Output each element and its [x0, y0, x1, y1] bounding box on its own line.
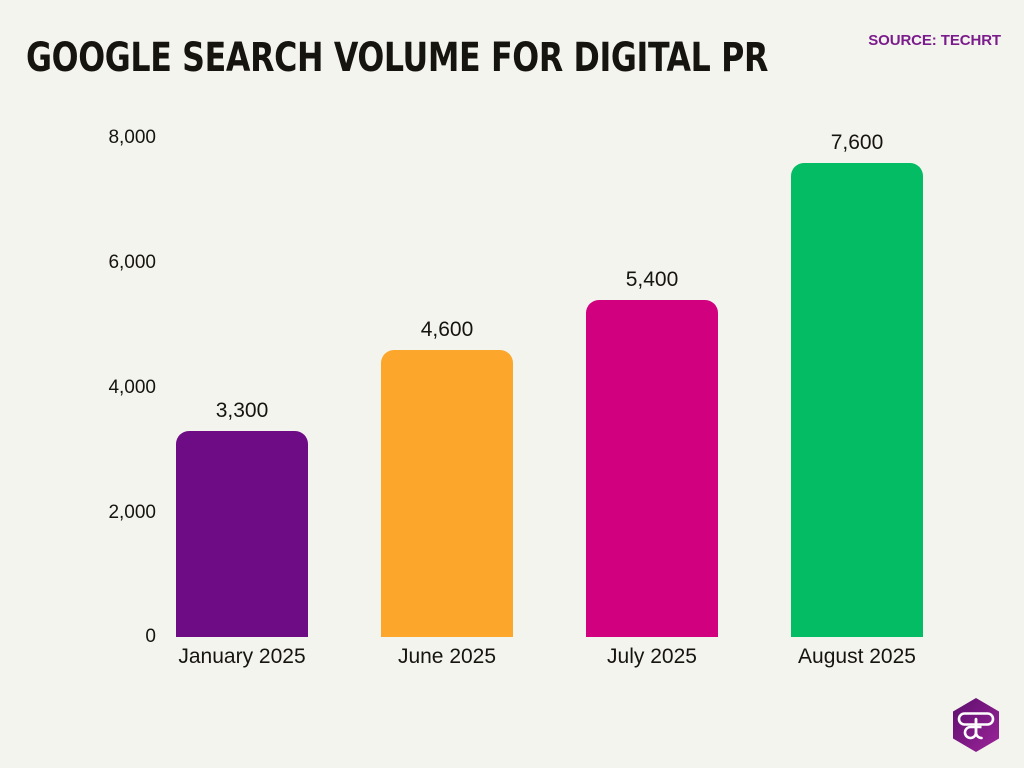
x-axis-label-august: August 2025: [798, 645, 916, 668]
bar-january[interactable]: [176, 431, 308, 637]
bar-june[interactable]: [381, 350, 513, 637]
bar-value-label: 5,400: [625, 268, 679, 291]
bar-july[interactable]: [586, 300, 718, 637]
x-axis-label-july: July 2025: [607, 645, 697, 668]
x-axis-label-january: January 2025: [178, 645, 306, 668]
bar-value-label: 7,600: [830, 131, 884, 154]
techrt-hexagon-t-logo-icon: [947, 696, 1005, 754]
x-axis-label-june: June 2025: [397, 645, 497, 668]
y-axis-tick-0: 0: [145, 626, 156, 647]
y-axis-tick-2000: 2,000: [108, 502, 156, 523]
bar-value-label: 4,600: [420, 318, 474, 341]
y-axis-tick-4000: 4,000: [108, 377, 156, 398]
bar-august[interactable]: [791, 163, 923, 637]
y-axis-tick-6000: 6,000: [108, 252, 156, 273]
bar-value-label: 3,300: [215, 399, 269, 422]
y-axis-tick-8000: 8,000: [108, 127, 156, 148]
page-title: GOOGLE SEARCH VOLUME FOR DIGITAL PR: [26, 35, 769, 81]
source-attribution: SOURCE: TECHRT: [868, 32, 1001, 49]
